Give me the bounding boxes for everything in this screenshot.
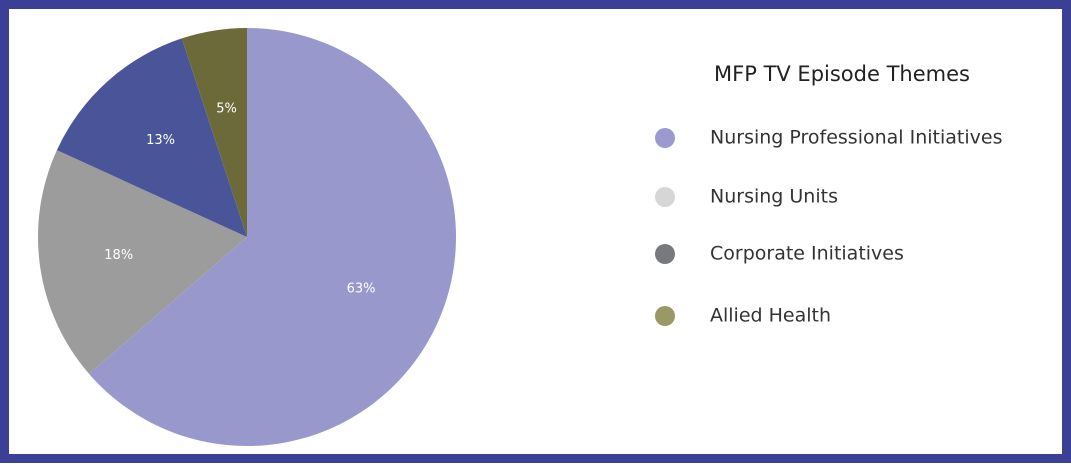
pie-slice — [181, 28, 247, 237]
legend-title: MFP TV Episode Themes — [714, 62, 970, 86]
value-label: 5% — [216, 102, 237, 117]
legend-swatch — [655, 306, 675, 326]
pie-slice — [56, 38, 247, 237]
value-label: 63% — [347, 282, 376, 297]
pie-slice — [38, 150, 248, 374]
pie-slice — [89, 28, 456, 447]
legend-label: Allied Health — [710, 305, 831, 327]
value-label: 13% — [146, 133, 175, 148]
legend-swatch — [655, 128, 675, 148]
legend-label: Corporate Initiatives — [710, 243, 904, 265]
legend-label: Nursing Units — [710, 186, 838, 208]
legend-swatch — [655, 244, 675, 264]
legend-swatch — [655, 187, 675, 207]
value-label: 18% — [104, 248, 133, 263]
legend-label: Nursing Professional Initiatives — [710, 127, 1002, 149]
